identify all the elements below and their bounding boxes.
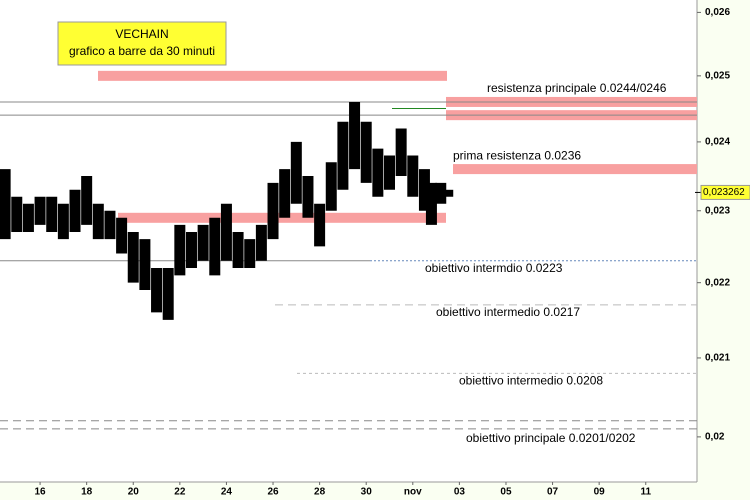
last-price-label: 0,023262 [703,187,745,198]
level-label: obiettivo intermedio 0.0208 [459,374,603,388]
x-tick-label: 05 [500,487,512,498]
level-label: resistenza principale 0.0244/0246 [487,81,667,95]
x-tick-label: 03 [454,487,466,498]
x-tick-label: 16 [35,487,47,498]
x-tick-label: 28 [314,487,326,498]
resistance-band [453,164,697,175]
y-tick-label: 0,026 [705,7,730,18]
x-tick-label: 09 [594,487,606,498]
x-tick-label: 30 [361,487,373,498]
support-zone [98,70,447,81]
level-label: obiettivo intermedio 0.0217 [436,305,580,319]
title-box [57,21,227,66]
chart-title: VECHAIN [115,27,168,41]
last-price-box [700,184,750,200]
x-tick-label: 22 [174,487,186,498]
level-label: prima resistenza 0.0236 [453,148,581,162]
y-tick-label: 0,025 [705,70,730,81]
y-tick-label: 0,021 [705,353,730,364]
x-tick-label: 07 [547,487,559,498]
x-tick-label: 26 [267,487,279,498]
x-tick-label: 18 [81,487,93,498]
x-tick-label: 24 [221,487,233,498]
chart-subtitle: grafico a barre da 30 minuti [69,44,215,58]
y-tick-label: 0,02 [705,432,725,443]
level-label: obiettivo intermdio 0.0223 [425,261,563,275]
y-tick-label: 0,023 [705,205,730,216]
x-tick-label: nov [404,487,422,498]
y-tick-label: 0,024 [705,137,730,148]
level-label: obiettivo principale 0.0201/0202 [466,431,636,445]
x-tick-label: 20 [128,487,140,498]
x-tick-label: 11 [640,487,651,498]
y-tick-label: 0,022 [705,277,730,288]
